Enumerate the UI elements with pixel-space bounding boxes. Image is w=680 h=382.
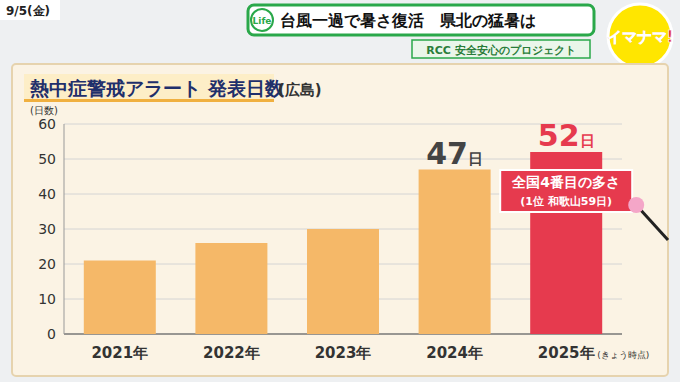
badge-circle [251, 9, 273, 31]
project: RCC 安全安心のプロジェクト [426, 44, 575, 57]
annotation: (1位 和歌山59日) [520, 195, 612, 208]
x-tick-label: 2025年 [538, 344, 595, 362]
bar [307, 229, 379, 334]
title-underline [24, 99, 274, 102]
y-tick-label: 60 [38, 116, 56, 132]
y-tick-label: 20 [38, 256, 56, 272]
y-tick-label: 30 [38, 221, 56, 237]
title: 熱中症警戒アラート 発表日数 [29, 77, 285, 99]
subtitle: (広島) [278, 81, 322, 99]
background [0, 0, 680, 382]
headline: 台風一過で暑さ復活 県北の猛暑は [280, 11, 536, 30]
logo: イマナマ! [607, 28, 674, 46]
data-label: 52日 [538, 118, 595, 153]
y-axis-line [64, 124, 65, 334]
x-tick-label: 2022年 [203, 344, 260, 362]
project-box [412, 40, 590, 58]
category-note: (きょう時点) [597, 350, 649, 360]
headline-box [248, 5, 594, 35]
bar [419, 170, 491, 335]
annotation: 全国4番目の多さ [511, 174, 620, 190]
x-tick-label: 2023年 [315, 344, 372, 362]
panel [12, 64, 668, 376]
y-tick-label: 50 [38, 151, 56, 167]
y-axis-label: (日数) [30, 105, 58, 116]
badge: Life [253, 16, 272, 26]
data-label: 47日 [426, 136, 483, 171]
date-box [0, 0, 60, 20]
y-tick-label: 40 [38, 186, 56, 202]
date: 9/5(金) [6, 4, 50, 18]
pointer-tip [628, 197, 644, 213]
chart-svg: 9/5(金) Life 台風一過で暑さ復活 県北の猛暑は RCC 安全安心のプロジェク… [0, 0, 680, 382]
bar [84, 261, 156, 335]
page: {"header": {"date": "9/5(金)", "badge": "… [0, 0, 680, 382]
y-tick-label: 10 [38, 291, 56, 307]
annotation-box [500, 170, 632, 212]
bar [195, 243, 267, 334]
x-tick-label: 2024年 [426, 344, 483, 362]
x-tick-label: 2021年 [91, 344, 148, 362]
y-tick-label: 0 [47, 326, 56, 342]
